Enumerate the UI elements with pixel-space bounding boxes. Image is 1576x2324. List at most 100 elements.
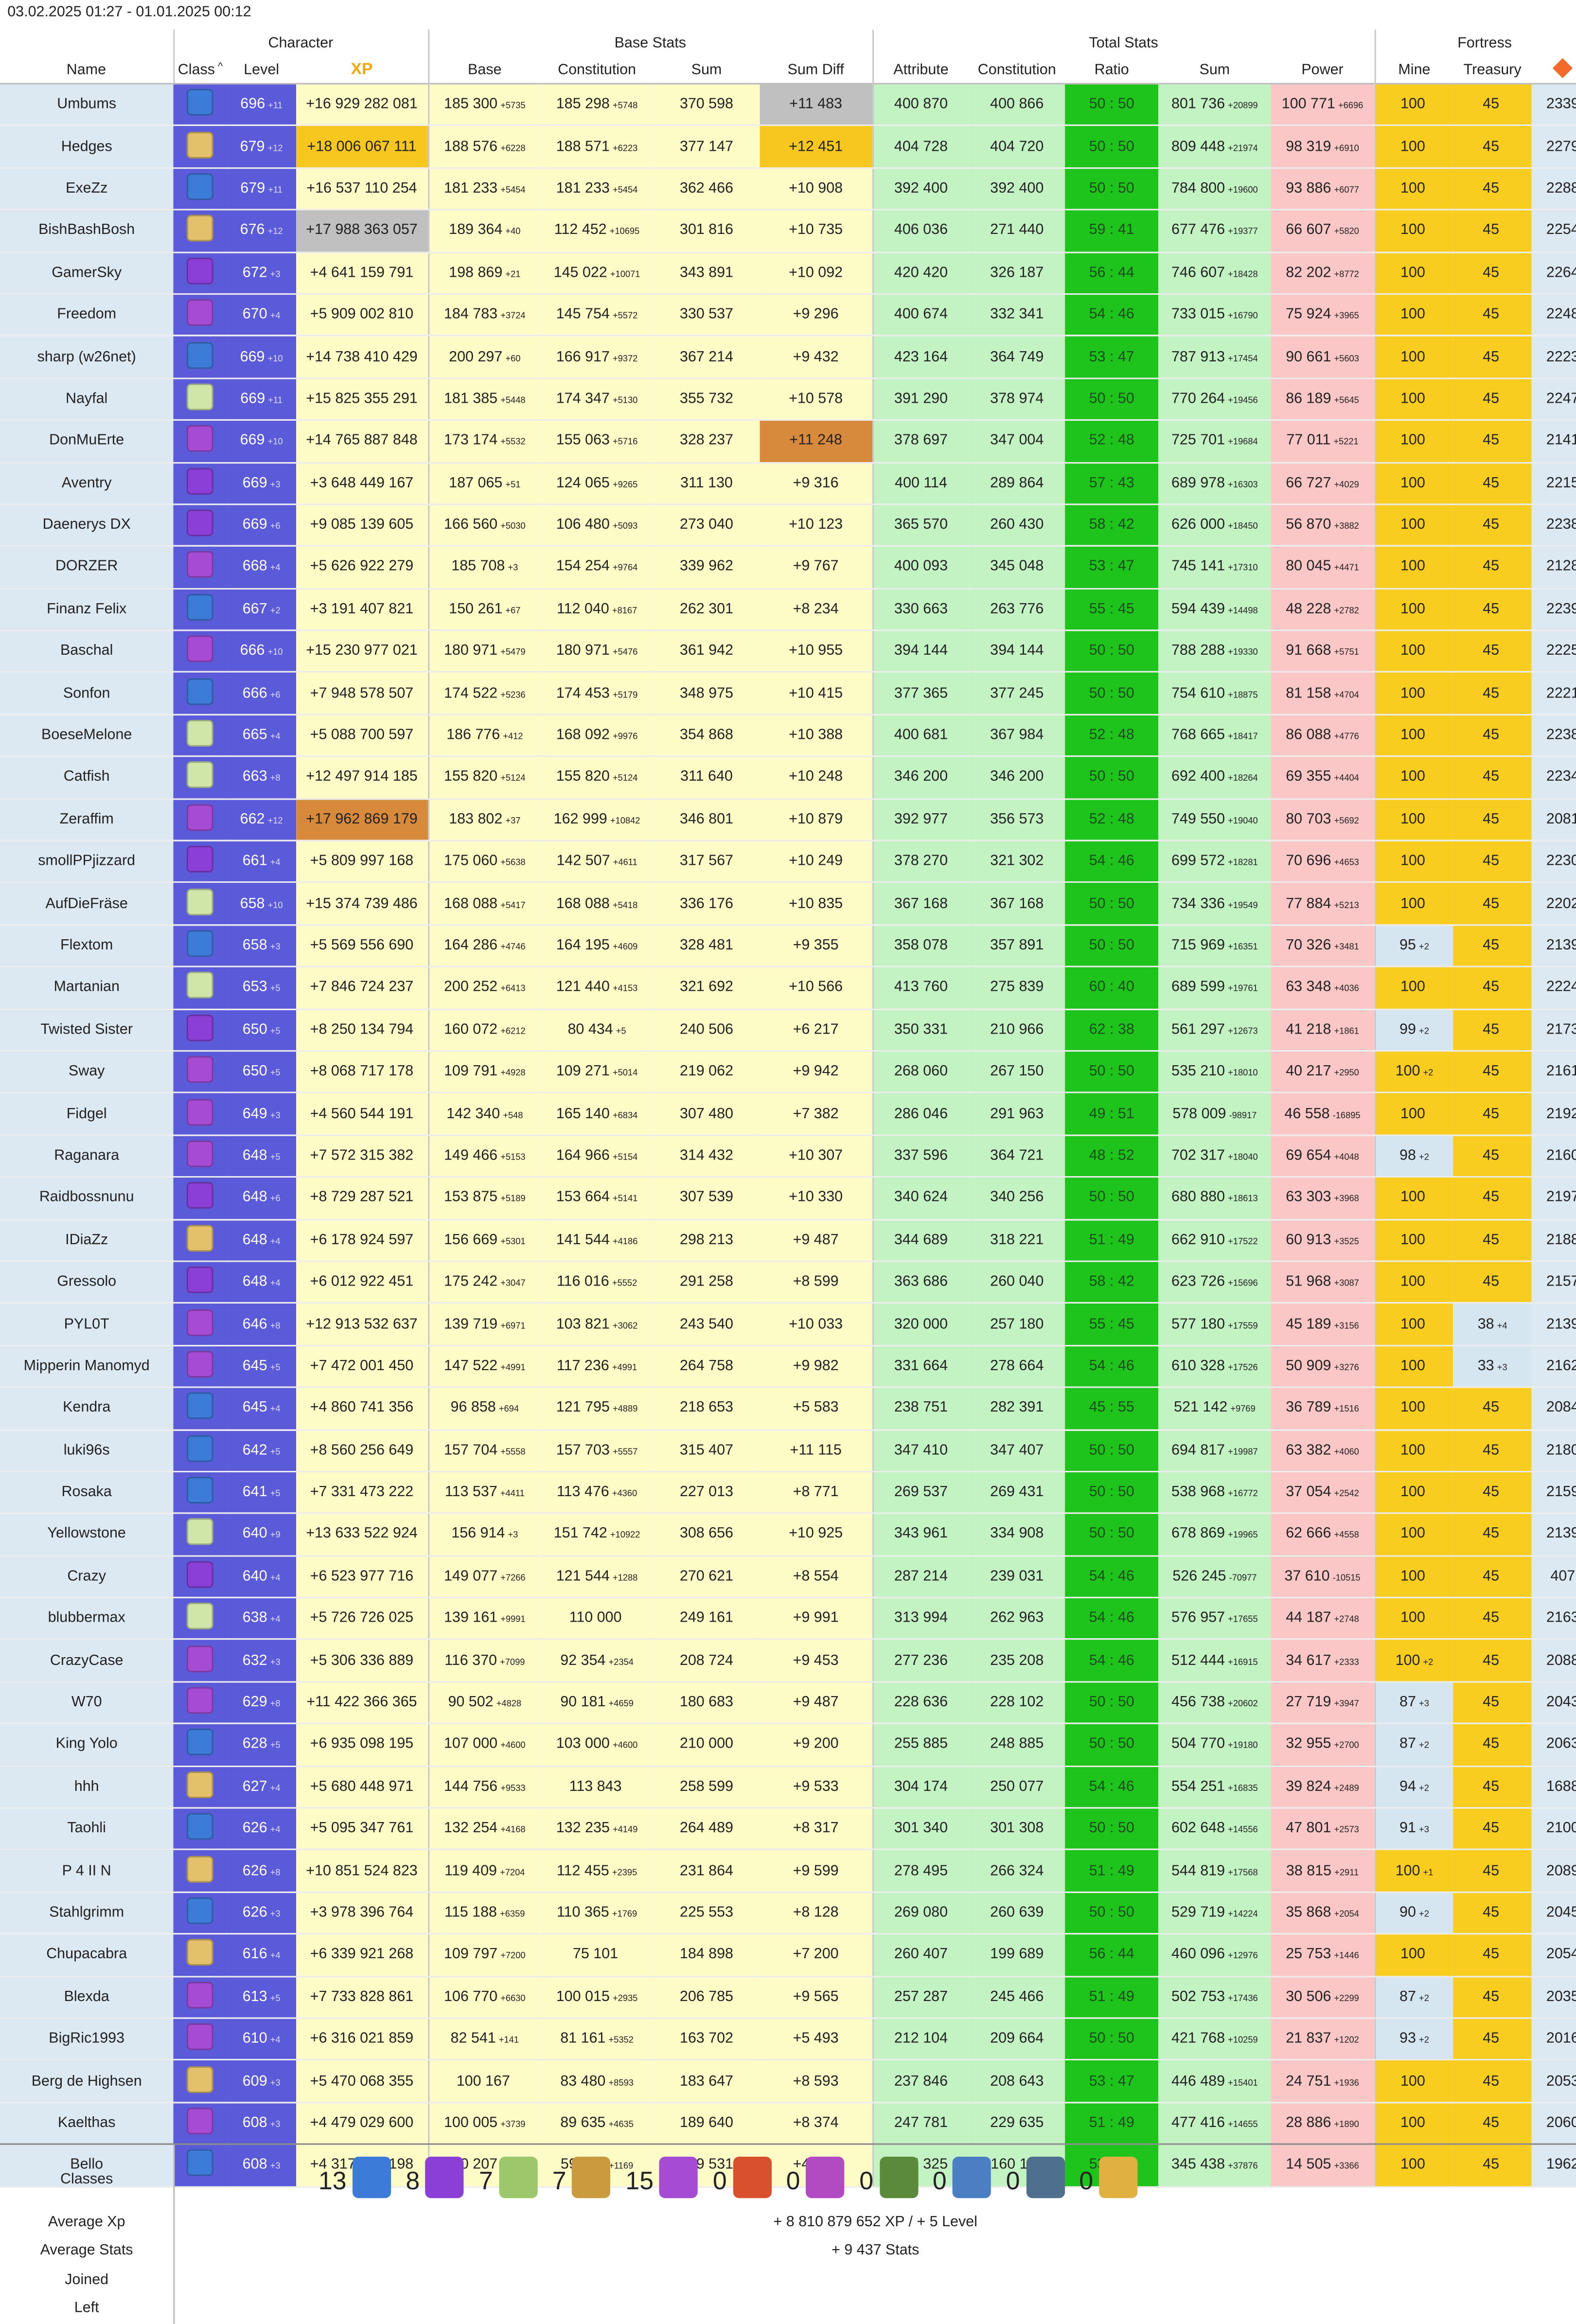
player-name[interactable]: Rosaka [0, 1471, 174, 1515]
table-row[interactable]: Zeraffim 662 +12 +17 962 869 179 183 802 +37 1… [0, 798, 1576, 841]
table-row[interactable]: AufDieFräse 658 +10 +15 374 739 486 168 088 +… [0, 882, 1576, 926]
player-name[interactable]: Freedom [0, 294, 174, 337]
player-name[interactable]: Bello [0, 2144, 174, 2187]
player-name[interactable]: Umbums [0, 84, 174, 127]
table-row[interactable]: PYL0T 646 +8 +12 913 532 637 139 719 +6971 103… [0, 1303, 1576, 1346]
col-attribute[interactable]: Attribute [871, 56, 969, 84]
player-name[interactable]: Yellowstone [0, 1513, 174, 1556]
col-sum[interactable]: Sum [691, 61, 722, 78]
table-row[interactable]: Berg de Highsen 609 +3 +5 470 068 355 100 16… [0, 2060, 1576, 2103]
player-name[interactable]: blubbermax [0, 1597, 174, 1641]
table-row[interactable]: W70 629 +8 +11 422 366 365 90 502 +4828 90 181… [0, 1681, 1576, 1725]
player-name[interactable]: Nayfal [0, 378, 174, 421]
table-row[interactable]: Freedom 670 +4 +5 909 002 810 184 783 +3724 14… [0, 294, 1576, 337]
table-row[interactable]: Mipperin Manomyd 645 +5 +7 472 001 450 147 5… [0, 1345, 1576, 1388]
col-xp[interactable]: XP [296, 56, 428, 84]
table-row[interactable]: blubbermax 638 +4 +5 726 726 025 139 161 +999… [0, 1597, 1576, 1641]
player-name[interactable]: Daenerys DX [0, 504, 174, 547]
player-name[interactable]: Sway [0, 1051, 174, 1094]
table-row[interactable]: Catfish 663 +8 +12 497 914 185 155 820 +5124 1… [0, 756, 1576, 800]
player-name[interactable]: Blexda [0, 1976, 174, 2019]
table-row[interactable]: DORZER 668 +4 +5 626 922 279 185 708 +3 154 25… [0, 546, 1576, 590]
player-name[interactable]: Crazy [0, 1555, 174, 1599]
player-name[interactable]: Twisted Sister [0, 1009, 174, 1052]
col-ratio[interactable]: Ratio [1094, 61, 1129, 78]
col-total-constitution[interactable]: Constitution [977, 61, 1056, 78]
player-name[interactable]: Sonfon [0, 672, 174, 715]
table-row[interactable]: Yellowstone 640 +9 +13 633 522 924 156 914 +3… [0, 1513, 1576, 1556]
player-name[interactable]: Raganara [0, 1135, 174, 1178]
table-row[interactable]: Twisted Sister 650 +5 +8 250 134 794 160 072… [0, 1009, 1576, 1052]
table-row[interactable]: Raganara 648 +5 +7 572 315 382 149 466 +5153 1… [0, 1135, 1576, 1178]
table-row[interactable]: sharp (w26net) 669 +10 +14 738 410 429 200 2… [0, 336, 1576, 379]
table-row[interactable]: Finanz Felix 667 +2 +3 191 407 821 150 261 +6… [0, 588, 1576, 631]
player-name[interactable]: Finanz Felix [0, 588, 174, 631]
table-row[interactable]: Kaelthas 608 +3 +4 479 029 600 100 005 +3739 8… [0, 2102, 1576, 2145]
player-name[interactable]: BoeseMelone [0, 714, 174, 757]
table-row[interactable]: Chupacabra 616 +4 +6 339 921 268 109 797 +720… [0, 1934, 1576, 1977]
col-mine[interactable]: Mine [1374, 56, 1453, 84]
table-row[interactable]: Blexda 613 +5 +7 733 828 861 106 770 +6630 100… [0, 1976, 1576, 2019]
player-name[interactable]: Aventry [0, 462, 174, 505]
player-name[interactable]: Martanian [0, 966, 174, 1010]
player-name[interactable]: W70 [0, 1681, 174, 1725]
col-level[interactable]: Level [244, 61, 280, 78]
player-name[interactable]: IDiaZz [0, 1219, 174, 1262]
col-name[interactable]: Name [66, 61, 106, 78]
table-row[interactable]: Umbums 696 +11 +16 929 282 081 185 300 +5735 1… [0, 84, 1576, 127]
player-name[interactable]: Berg de Highsen [0, 2060, 174, 2103]
table-row[interactable]: Rosaka 641 +5 +7 331 473 222 113 537 +4411 113… [0, 1471, 1576, 1515]
col-total-sum[interactable]: Sum [1199, 61, 1230, 78]
col-sum-diff[interactable]: Sum Diff [787, 61, 844, 78]
table-row[interactable]: Stahlgrimm 626 +3 +3 978 396 764 115 188 +635… [0, 1892, 1576, 1935]
table-row[interactable]: Aventry 669 +3 +3 648 449 167 187 065 +51 124 … [0, 462, 1576, 505]
table-row[interactable]: DonMuErte 669 +10 +14 765 887 848 173 174 +55… [0, 420, 1576, 463]
table-row[interactable]: ExeZz 679 +11 +16 537 110 254 181 233 +5454 18… [0, 167, 1576, 211]
table-row[interactable]: Daenerys DX 669 +6 +9 085 139 605 166 560 +50… [0, 504, 1576, 547]
table-row[interactable]: Martanian 653 +5 +7 846 724 237 200 252 +6413… [0, 966, 1576, 1010]
table-row[interactable]: IDiaZz 648 +4 +6 178 924 597 156 669 +5301 141… [0, 1219, 1576, 1262]
table-row[interactable]: P 4 II N 626 +8 +10 851 524 823 119 409 +7204… [0, 1850, 1576, 1893]
player-name[interactable]: BishBashBosh [0, 210, 174, 253]
col-power[interactable]: Power [1301, 61, 1344, 78]
table-row[interactable]: Fidgel 649 +3 +4 560 544 191 142 340 +548 165 … [0, 1093, 1576, 1136]
player-name[interactable]: Raidbossnunu [0, 1177, 174, 1220]
col-gem[interactable] [1532, 56, 1576, 84]
player-name[interactable]: DORZER [0, 546, 174, 590]
col-constitution[interactable]: Constitution [558, 61, 636, 78]
player-name[interactable]: Fidgel [0, 1093, 174, 1136]
player-name[interactable]: Hedges [0, 125, 174, 169]
table-row[interactable]: Taohli 626 +4 +5 095 347 761 132 254 +4168 132… [0, 1807, 1576, 1851]
table-row[interactable]: Crazy 640 +4 +6 523 977 716 149 077 +7266 121 … [0, 1555, 1576, 1599]
player-name[interactable]: Catfish [0, 756, 174, 800]
table-row[interactable]: CrazyCase 632 +3 +5 306 336 889 116 370 +7099… [0, 1640, 1576, 1683]
table-row[interactable]: Kendra 645 +4 +4 860 741 356 96 858 +694 121 7… [0, 1387, 1576, 1430]
player-name[interactable]: Stahlgrimm [0, 1892, 174, 1935]
player-name[interactable]: DonMuErte [0, 420, 174, 463]
col-class[interactable]: Class ^ [172, 56, 227, 84]
table-row[interactable]: luki96s 642 +5 +8 560 256 649 157 704 +5558 15… [0, 1429, 1576, 1472]
player-name[interactable]: Zeraffim [0, 798, 174, 841]
table-row[interactable]: Sway 650 +5 +8 068 717 178 109 791 +4928 109 2… [0, 1051, 1576, 1094]
player-name[interactable]: smollPPjizzard [0, 840, 174, 884]
table-row[interactable]: BoeseMelone 665 +4 +5 088 700 597 186 776 +41… [0, 714, 1576, 757]
table-row[interactable]: King Yolo 628 +5 +6 935 098 195 107 000 +4600… [0, 1723, 1576, 1767]
player-name[interactable]: Chupacabra [0, 1934, 174, 1977]
player-name[interactable]: BigRic1993 [0, 2018, 174, 2061]
table-row[interactable]: BigRic1993 610 +4 +6 316 021 859 82 541 +141 8… [0, 2018, 1576, 2061]
player-name[interactable]: Taohli [0, 1807, 174, 1851]
col-treasury[interactable]: Treasury [1463, 61, 1522, 78]
player-name[interactable]: Mipperin Manomyd [0, 1345, 174, 1388]
player-name[interactable]: Gressolo [0, 1261, 174, 1304]
player-name[interactable]: AufDieFräse [0, 882, 174, 926]
table-row[interactable]: GamerSky 672 +3 +4 641 159 791 198 869 +21 145… [0, 251, 1576, 295]
player-name[interactable]: PYL0T [0, 1303, 174, 1346]
table-row[interactable]: Raidbossnunu 648 +6 +8 729 287 521 153 875 +5… [0, 1177, 1576, 1220]
table-row[interactable]: smollPPjizzard 661 +4 +5 809 997 168 175 060… [0, 840, 1576, 884]
player-name[interactable]: Flextom [0, 925, 174, 968]
col-base[interactable]: Base [427, 56, 541, 84]
table-row[interactable]: hhh 627 +4 +5 680 448 971 144 756 +9533 113 84… [0, 1766, 1576, 1809]
table-row[interactable]: Baschal 666 +10 +15 230 977 021 180 971 +5479… [0, 630, 1576, 674]
player-name[interactable]: luki96s [0, 1429, 174, 1472]
